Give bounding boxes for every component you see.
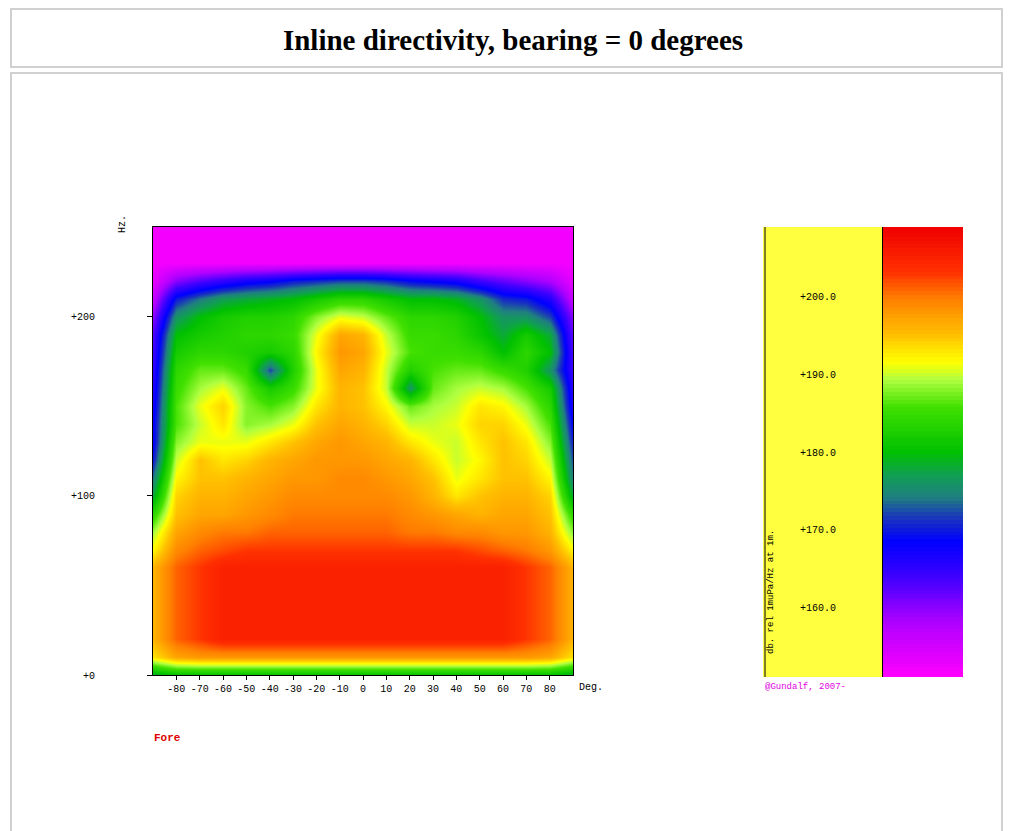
svg-text:+100: +100 — [71, 491, 95, 502]
svg-text:-30: -30 — [284, 684, 302, 695]
svg-text:Fore: Fore — [154, 732, 181, 744]
svg-text:-20: -20 — [307, 684, 325, 695]
svg-text:db. rel 1muPa/Hz at 1m.: db. rel 1muPa/Hz at 1m. — [766, 530, 776, 654]
svg-text:-80: -80 — [167, 684, 185, 695]
svg-text:+170.0: +170.0 — [800, 525, 836, 536]
svg-text:Inline directivity, bearing =: Inline directivity, bearing = 0 degrees — [283, 24, 743, 56]
svg-text:+200.0: +200.0 — [800, 292, 836, 303]
svg-text:-70: -70 — [191, 684, 209, 695]
svg-text:-60: -60 — [214, 684, 232, 695]
svg-text:+0: +0 — [83, 671, 95, 682]
svg-text:Deg.: Deg. — [579, 682, 603, 693]
svg-text:+180.0: +180.0 — [800, 448, 836, 459]
svg-text:+160.0: +160.0 — [800, 603, 836, 614]
svg-text:40: 40 — [450, 684, 462, 695]
svg-text:50: 50 — [474, 684, 486, 695]
svg-text:+190.0: +190.0 — [800, 370, 836, 381]
svg-text:-50: -50 — [237, 684, 255, 695]
svg-text:20: 20 — [404, 684, 416, 695]
svg-text:0: 0 — [360, 684, 366, 695]
svg-text:60: 60 — [497, 684, 509, 695]
svg-text:+200: +200 — [71, 312, 95, 323]
svg-text:80: 80 — [544, 684, 556, 695]
svg-text:-40: -40 — [261, 684, 279, 695]
svg-text:Hz.: Hz. — [117, 215, 128, 233]
svg-text:70: 70 — [520, 684, 532, 695]
svg-text:-10: -10 — [331, 684, 349, 695]
svg-text:30: 30 — [427, 684, 439, 695]
svg-text:@Gundalf, 2007-: @Gundalf, 2007- — [765, 682, 846, 692]
svg-text:10: 10 — [380, 684, 392, 695]
